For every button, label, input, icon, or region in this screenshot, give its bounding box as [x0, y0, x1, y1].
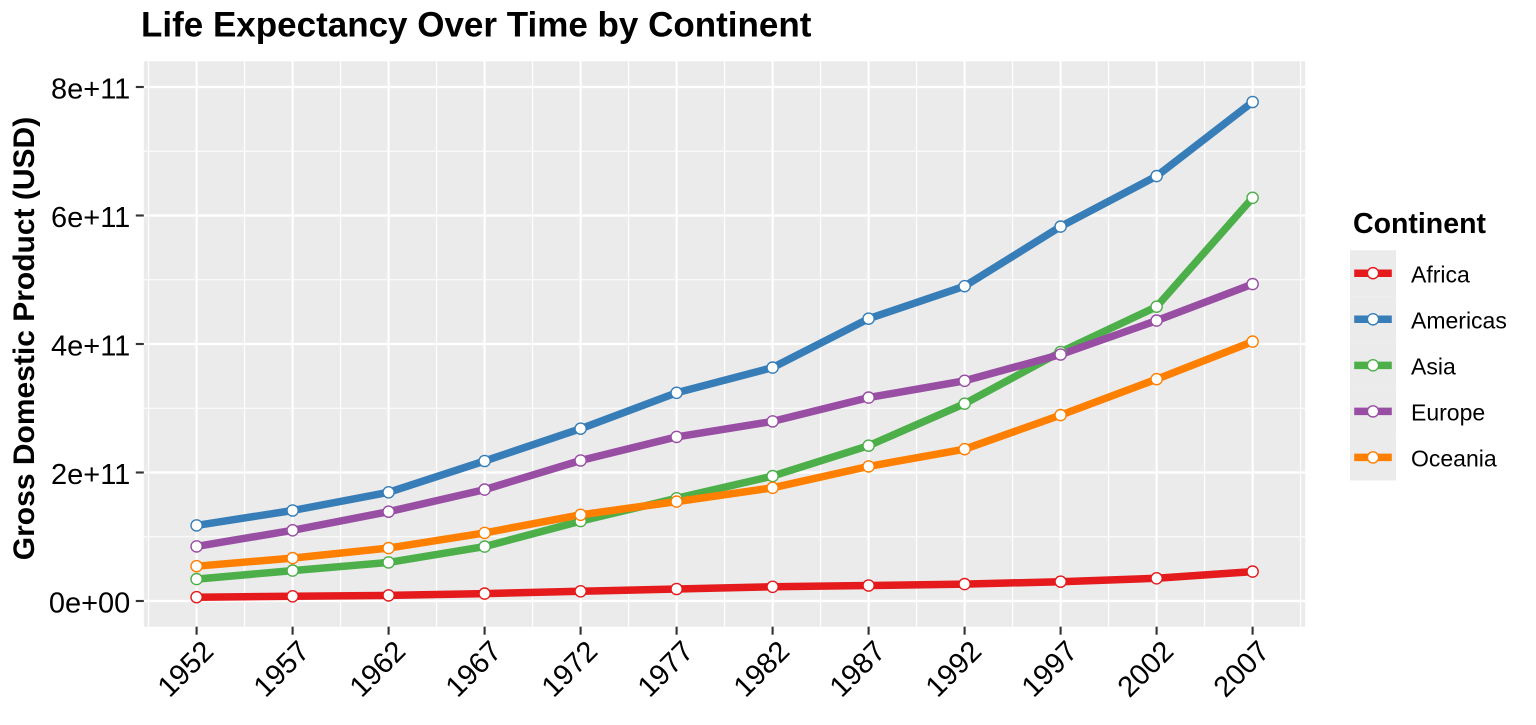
svg-text:Gross Domestic Product (USD): Gross Domestic Product (USD)	[8, 117, 41, 560]
svg-text:Continent: Continent	[1353, 208, 1486, 240]
svg-text:Americas: Americas	[1411, 308, 1507, 334]
svg-text:0e+00: 0e+00	[49, 588, 130, 620]
svg-text:Oceania: Oceania	[1411, 446, 1497, 472]
svg-text:8e+11: 8e+11	[51, 74, 130, 106]
svg-text:Europe: Europe	[1411, 400, 1485, 426]
svg-text:6e+11: 6e+11	[51, 202, 130, 234]
svg-text:4e+11: 4e+11	[51, 331, 130, 363]
svg-text:Asia: Asia	[1411, 354, 1456, 380]
svg-text:Africa: Africa	[1411, 262, 1470, 288]
svg-text:Life Expectancy Over Time by C: Life Expectancy Over Time by Continent	[141, 6, 812, 45]
svg-text:2e+11: 2e+11	[51, 459, 130, 491]
